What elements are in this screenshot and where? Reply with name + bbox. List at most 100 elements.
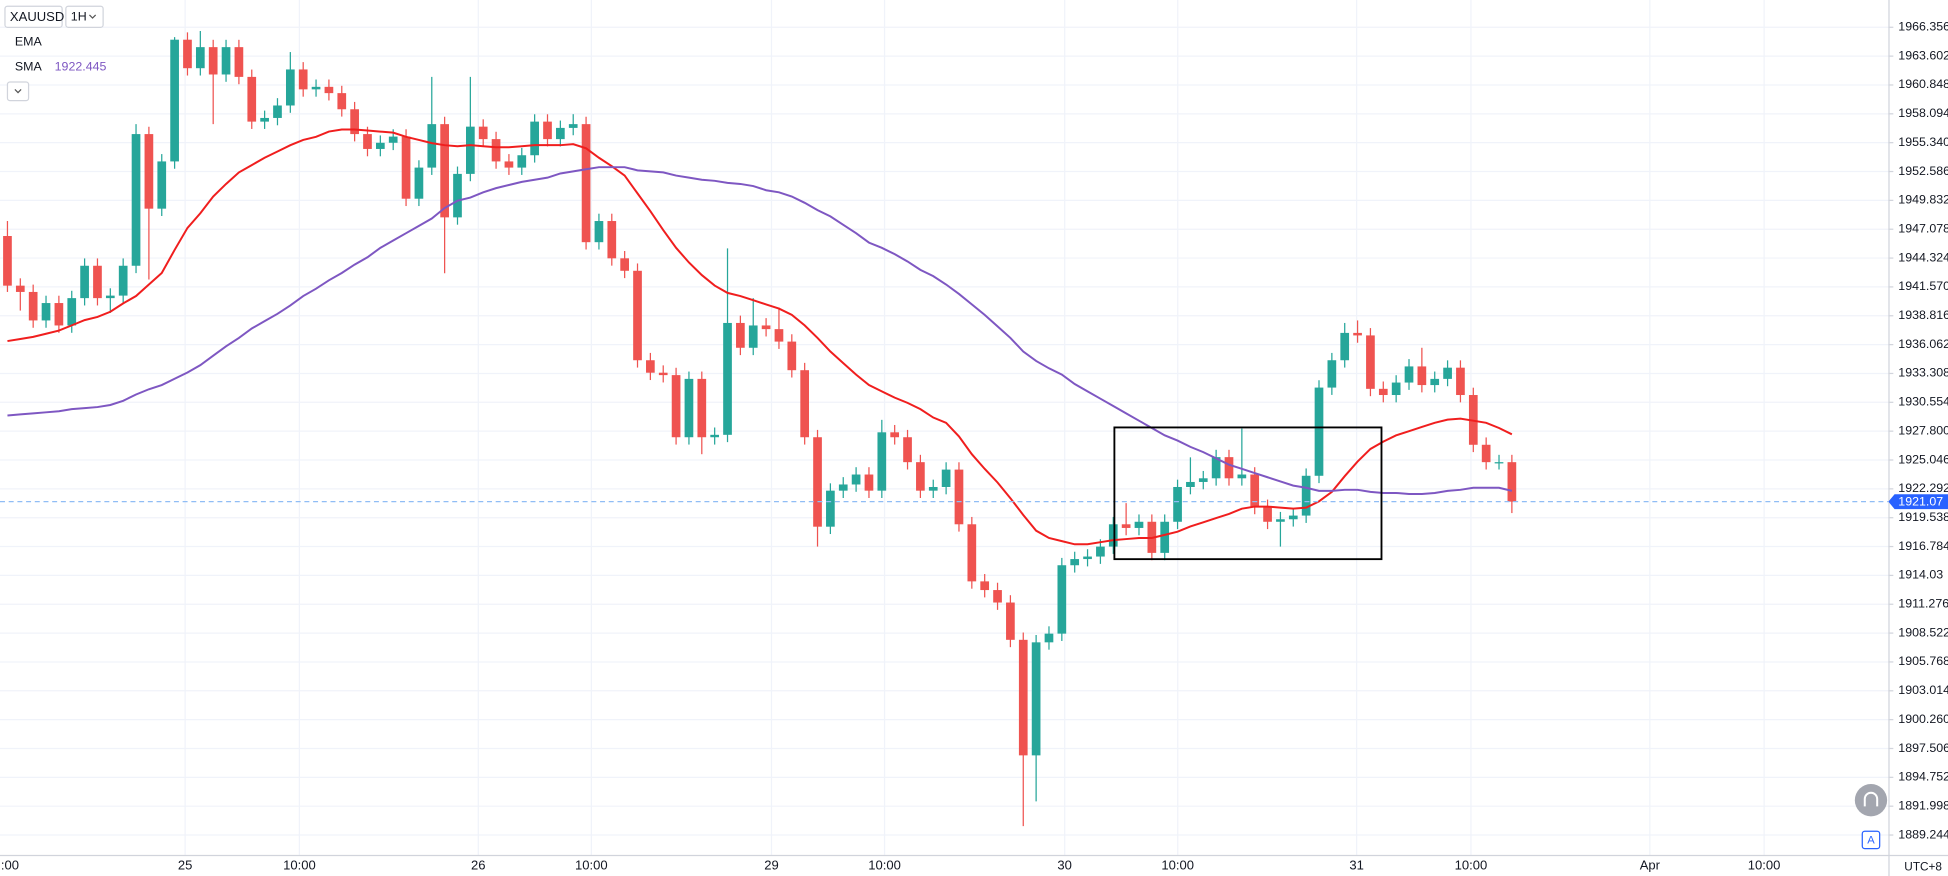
grid	[0, 0, 1889, 855]
candle-body	[67, 298, 77, 326]
candle-body	[1057, 565, 1067, 634]
candle-body	[607, 221, 617, 259]
y-tick-label: 1897.506	[1898, 741, 1948, 755]
candle-body	[594, 221, 604, 243]
y-tick-label: 1916.784	[1898, 539, 1948, 553]
symbol-box[interactable]	[4, 5, 63, 28]
candle-body	[877, 432, 887, 491]
candle-body	[28, 291, 38, 321]
x-tick-label: 26	[471, 857, 485, 872]
scroll-button[interactable]	[1854, 784, 1888, 817]
candle-body	[401, 136, 411, 199]
annotation-box[interactable]	[1113, 426, 1383, 561]
candle-body	[1378, 388, 1388, 396]
collapse-caret	[14, 89, 22, 94]
interval-box[interactable]	[65, 5, 104, 28]
candle-body	[851, 474, 861, 485]
interval: 1H	[71, 10, 87, 24]
timezone-label: UTC+8	[1904, 859, 1942, 873]
y-tick-label: 1900.260	[1898, 712, 1948, 726]
candle-body	[195, 47, 205, 69]
candle-body	[1224, 457, 1234, 479]
candle-body	[1481, 444, 1491, 463]
candle-body	[504, 161, 514, 168]
candle-body	[1456, 367, 1465, 396]
candle-body	[311, 86, 321, 90]
candle-body	[723, 322, 732, 435]
candle-body	[453, 173, 462, 218]
candle-body	[633, 270, 642, 361]
candle-body	[1276, 519, 1285, 522]
y-tick-label: 1933.308	[1898, 366, 1948, 380]
symbol: XAUUSD	[10, 9, 64, 24]
y-tick-label: 1936.062	[1898, 337, 1948, 351]
candle-body	[105, 295, 115, 299]
candle-body	[170, 39, 179, 162]
candle-body	[260, 117, 269, 122]
x-tick-label: Apr	[1640, 857, 1661, 872]
y-tick-label: 1941.570	[1898, 279, 1948, 293]
auto-scale-icon: A	[1867, 835, 1875, 847]
y-tick-label: 1966.356	[1898, 20, 1948, 34]
y-tick-label: 1960.848	[1898, 77, 1948, 91]
y-tick-label: 1963.602	[1898, 48, 1948, 62]
candle-body	[1031, 642, 1041, 756]
candle-body	[1018, 639, 1028, 756]
y-tick-label: 1911.276	[1898, 597, 1948, 611]
candle-body	[1327, 360, 1337, 388]
candle-body	[581, 124, 591, 243]
candle-body	[131, 134, 141, 266]
auto-scale-button[interactable]	[1861, 830, 1881, 850]
candle-body	[247, 76, 257, 122]
candle-body	[1494, 462, 1504, 464]
candle-body	[363, 134, 372, 149]
y-tick-label: 1947.078	[1898, 221, 1948, 235]
candle-body	[350, 109, 359, 135]
candle-body	[646, 360, 655, 373]
y-tick-label: 1889.244	[1898, 827, 1948, 841]
candle-body	[15, 285, 25, 292]
candle-body	[427, 124, 437, 168]
candle-body	[440, 124, 449, 218]
candle-body	[221, 47, 231, 75]
candle-body	[1288, 515, 1298, 520]
y-tick-label: 1927.800	[1898, 423, 1948, 437]
candle-body	[838, 484, 848, 491]
candle-body	[1083, 556, 1092, 560]
last-price-label: 1921.07	[1898, 495, 1943, 509]
legend-sma-value: 1922.445	[55, 59, 107, 73]
x-tick-label: 29	[764, 857, 778, 872]
candle-body	[324, 86, 334, 94]
indicator-line	[7, 166, 1513, 495]
legend-collapse[interactable]	[6, 81, 30, 102]
candle-body	[568, 124, 578, 128]
y-tick-label: 1903.014	[1898, 683, 1948, 697]
indicator-line	[7, 128, 1513, 546]
y-tick-label: 1905.768	[1898, 654, 1948, 668]
y-tick-label: 1919.538	[1898, 510, 1948, 524]
y-tick-label: 1914.03	[1898, 568, 1943, 582]
y-tick-label: 1925.046	[1898, 452, 1948, 466]
legend-ema[interactable]: EMA	[15, 35, 43, 49]
candle-body	[1353, 332, 1362, 336]
candle-body	[1096, 546, 1105, 557]
candle-body	[928, 486, 938, 491]
candle-body	[671, 375, 681, 438]
candle-body	[41, 303, 51, 321]
candle-body	[1160, 521, 1170, 553]
candle-body	[234, 47, 244, 77]
y-tick-label: 1930.554	[1898, 395, 1948, 409]
candle-body	[1507, 462, 1517, 502]
candle-body	[1211, 457, 1221, 479]
candle-body	[285, 69, 295, 106]
candle-body	[1430, 378, 1440, 386]
candle-body	[1070, 559, 1080, 566]
candle-body	[273, 105, 282, 118]
legend-sma[interactable]: SMA	[15, 59, 43, 73]
candle-body	[543, 121, 552, 140]
candle-body	[337, 93, 347, 110]
candle-body	[1044, 633, 1054, 643]
candle-body	[478, 126, 488, 140]
